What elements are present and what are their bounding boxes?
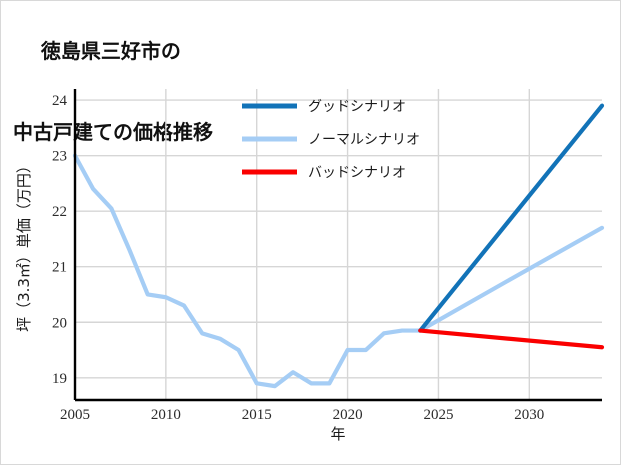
- y-tick-label: 20: [52, 315, 67, 331]
- series-line-ノーマルシナリオ: [72, 153, 605, 389]
- x-tick-label: 2020: [333, 407, 363, 423]
- x-tick-label: 2015: [242, 407, 272, 423]
- legend-label: グッドシナリオ: [308, 99, 406, 115]
- title-line-1: 徳島県三好市の: [40, 39, 181, 63]
- legend-label: バッドシナリオ: [308, 165, 406, 181]
- axes-group: [73, 89, 602, 402]
- y-axis-title: 坪（3.3㎡）単価（万円）: [15, 158, 33, 332]
- series-group: [72, 103, 605, 389]
- x-axis-title: 年: [330, 425, 345, 443]
- y-tick-label: 19: [52, 371, 67, 387]
- x-tick-label: 2005: [60, 407, 90, 423]
- title-line-2: 中古戸建ての価格推移: [13, 120, 213, 144]
- x-tick-labels: 2005 2010 2015 2020 2025 2030: [60, 407, 544, 423]
- x-tick-label: 2030: [514, 407, 544, 423]
- y-tick-label: 24: [52, 93, 68, 109]
- y-tick-labels: 19 20 21 22 23 24: [52, 93, 68, 387]
- y-tick-label: 23: [52, 149, 67, 165]
- series-line-グッドシナリオ: [418, 103, 605, 333]
- x-tick-label: 2010: [151, 407, 181, 423]
- series-line-バッドシナリオ: [418, 328, 605, 350]
- x-tick-label: 2025: [423, 407, 453, 423]
- page-title: 徳島県三好市の 中古戸建ての価格推移: [13, 11, 213, 200]
- y-tick-label: 21: [52, 260, 67, 276]
- legend-label: ノーマルシナリオ: [308, 132, 420, 148]
- y-tick-label: 22: [52, 204, 67, 220]
